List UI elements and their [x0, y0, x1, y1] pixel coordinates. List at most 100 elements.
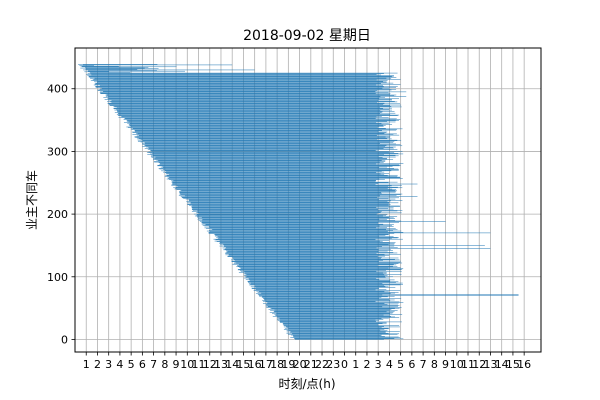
bar: [181, 197, 399, 199]
bar: [282, 322, 383, 324]
bar: [267, 302, 404, 303]
bar: [82, 64, 233, 66]
bar: [208, 232, 491, 234]
bar: [140, 141, 390, 143]
bar: [92, 79, 377, 81]
bar: [89, 75, 394, 77]
bar: [104, 99, 392, 100]
bar: [188, 200, 392, 202]
bar: [146, 146, 396, 148]
bar: [84, 71, 109, 73]
bar: [103, 90, 376, 92]
bar: [245, 279, 380, 280]
bar: [87, 75, 395, 76]
x-tick-label: 19: [281, 358, 295, 371]
bar: [121, 116, 377, 118]
bar: [293, 336, 399, 338]
bar: [186, 201, 388, 202]
x-tick-label: 11: [192, 358, 206, 371]
bar: [134, 131, 379, 132]
bar: [225, 247, 398, 248]
bar: [147, 154, 385, 155]
bar: [266, 304, 388, 305]
bar: [116, 114, 391, 115]
bar: [182, 196, 378, 198]
bar: [189, 205, 389, 206]
bar: [138, 138, 388, 139]
bar: [201, 222, 400, 223]
bar: [295, 339, 384, 340]
bar: [83, 69, 255, 71]
bar: [113, 106, 392, 107]
bar: [164, 176, 398, 177]
bar: [113, 108, 384, 110]
bar: [100, 91, 407, 93]
bar: [117, 111, 383, 113]
bar: [150, 156, 379, 157]
bar: [215, 235, 386, 236]
bar: [219, 245, 395, 247]
bar: [166, 175, 388, 177]
bar: [237, 269, 401, 271]
bar: [79, 65, 94, 66]
bar: [132, 131, 388, 133]
bar: [277, 320, 380, 321]
bar: [288, 334, 398, 335]
bar: [240, 267, 389, 269]
bar: [236, 262, 403, 264]
bar: [159, 168, 399, 170]
bar: [85, 69, 138, 70]
bar: [123, 122, 377, 123]
bar: [261, 297, 382, 298]
bar: [118, 114, 400, 116]
bar: [272, 313, 390, 315]
x-tick-label: 4: [116, 358, 123, 371]
bar: [238, 264, 397, 266]
bar: [205, 224, 394, 226]
bar: [219, 240, 390, 241]
bar: [191, 206, 401, 207]
bar: [93, 79, 401, 80]
bar: [263, 300, 376, 302]
bar: [127, 120, 399, 121]
bar: [254, 289, 376, 291]
bar: [290, 332, 386, 333]
bar: [150, 153, 404, 155]
bar: [152, 159, 394, 160]
bar: [275, 315, 390, 316]
x-tick-label: 9: [173, 358, 180, 371]
bar: [97, 81, 387, 83]
bar: [231, 259, 400, 261]
bar: [266, 307, 402, 308]
bar: [265, 306, 383, 308]
bar: [288, 327, 389, 329]
bar: [294, 338, 404, 340]
bar: [239, 270, 386, 271]
bar: [90, 80, 388, 81]
bar: [217, 238, 392, 239]
bar: [164, 169, 399, 171]
x-tick-label: 11: [461, 358, 475, 371]
bar: [267, 302, 399, 304]
bar: [201, 222, 379, 224]
bar: [264, 299, 395, 301]
bar: [95, 87, 397, 88]
y-tick-label: 100: [47, 271, 68, 284]
bar: [225, 250, 393, 251]
bar: [206, 228, 396, 229]
bar: [233, 258, 395, 260]
bar: [137, 133, 397, 135]
bar: [144, 148, 384, 149]
bar: [163, 169, 399, 170]
bar: [142, 146, 386, 147]
bar: [175, 186, 398, 188]
bar: [263, 297, 380, 299]
bar: [171, 180, 377, 181]
bar: [246, 274, 402, 275]
bar: [277, 317, 400, 318]
bar: [173, 180, 376, 182]
bar: [248, 283, 383, 284]
x-tick-label: 1: [83, 358, 90, 371]
bar: [251, 287, 379, 289]
bar: [277, 316, 396, 318]
